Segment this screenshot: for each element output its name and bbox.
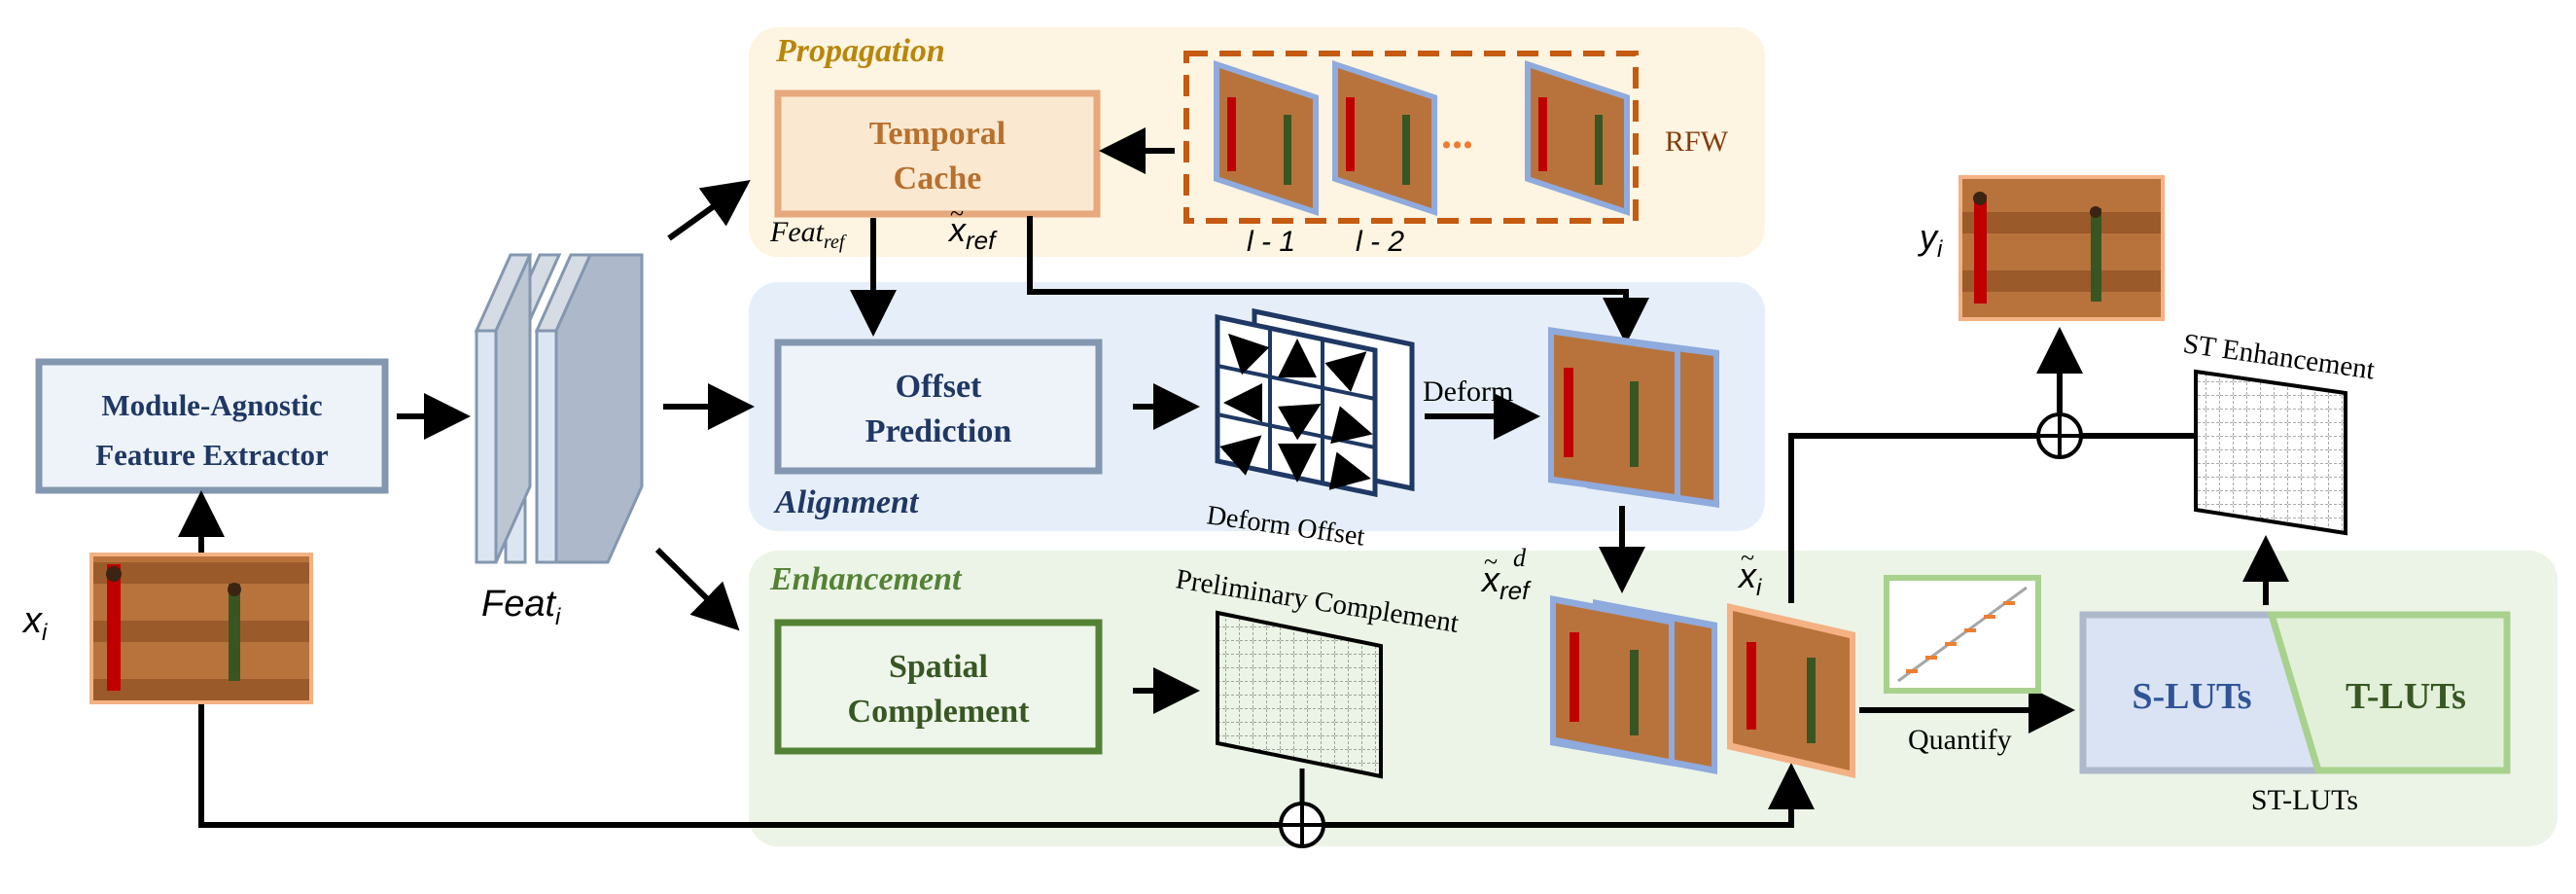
frame-l-minus-2: l - 2 <box>1356 226 1404 258</box>
svg-text:~: ~ <box>1741 544 1754 572</box>
st-luts-label: ST-LUTs <box>2251 784 2358 816</box>
t-luts-label: T-LUTs <box>2346 676 2466 717</box>
svg-text:xref: xref <box>947 212 998 255</box>
spatial-complement-box <box>774 619 1103 755</box>
path-xi-to-sum <box>198 704 1280 828</box>
preliminary-complement-grid <box>1216 610 1383 779</box>
temporal-cache-box <box>774 89 1101 218</box>
quantization-chart <box>1884 575 2041 694</box>
alignment-title: Alignment <box>773 484 920 520</box>
aligned-frames <box>1548 327 1719 508</box>
xi-label: xi <box>21 600 48 646</box>
x-ref-label: xref ~ <box>947 199 998 255</box>
feat-ref-label: Featref <box>769 216 847 253</box>
st-enhancement-grid <box>2194 369 2347 536</box>
temporal-cache-line1: Temporal <box>869 116 1006 152</box>
s-luts-label: S-LUTs <box>2132 676 2251 717</box>
xi-tilde-frame <box>1727 603 1855 778</box>
svg-text:~: ~ <box>1484 548 1498 576</box>
deform-label: Deform <box>1423 375 1513 408</box>
rfw-frame-2 <box>1332 60 1437 216</box>
xi-tilde-label: xi ~ <box>1737 544 1762 601</box>
arrow-feat-to-spatial <box>654 547 740 631</box>
output-frame-yi <box>1958 175 2165 321</box>
feature-extractor-line1: Module-Agnostic <box>101 388 322 422</box>
feature-stack <box>474 253 644 564</box>
spatial-complement-line1: Spatial <box>889 649 988 685</box>
t-luts-block <box>2267 611 2511 774</box>
svg-text:xref: xref <box>1480 559 1532 605</box>
temporal-cache-line2: Cache <box>894 161 982 197</box>
feat-i-label: Feati <box>481 584 561 630</box>
arrow-sum-to-xi-tilde <box>1323 763 1815 828</box>
offset-prediction-line2: Prediction <box>865 413 1012 449</box>
quantify-label: Quantify <box>1908 724 2012 756</box>
deform-offset-grid <box>1215 307 1415 498</box>
path-xi-tilde-to-top-sum <box>1788 433 2038 603</box>
enhancement-title: Enhancement <box>769 561 963 597</box>
feature-extractor-line2: Feature Extractor <box>95 438 329 472</box>
xref-d-label: xref ~ d <box>1480 544 1532 605</box>
rfw-window <box>1183 51 1639 224</box>
sum-node-bottom <box>1279 802 1325 848</box>
feature-extractor-box <box>35 358 389 494</box>
propagation-title: Propagation <box>775 33 945 69</box>
input-frame-xi <box>89 553 313 704</box>
arrow-feat-to-cache <box>667 180 751 241</box>
spatial-complement-line2: Complement <box>848 694 1031 730</box>
svg-text:xi: xi <box>1737 555 1762 601</box>
offset-prediction-line1: Offset <box>896 369 982 405</box>
frame-l-minus-1: l - 1 <box>1247 226 1295 258</box>
offset-prediction-box <box>774 339 1103 475</box>
sum-node-top <box>2036 412 2083 459</box>
svg-text:d: d <box>1513 544 1527 572</box>
rfw-frame-1 <box>1214 60 1319 216</box>
yi-label: yi <box>1917 217 1943 263</box>
rfw-ellipsis: ... <box>1441 110 1473 158</box>
svg-text:~: ~ <box>950 199 964 228</box>
rfw-label: RFW <box>1665 125 1729 158</box>
xref-d-frames <box>1550 595 1717 774</box>
arrow-xref-to-aligned <box>1027 216 1649 344</box>
rfw-frame-3 <box>1525 60 1630 216</box>
